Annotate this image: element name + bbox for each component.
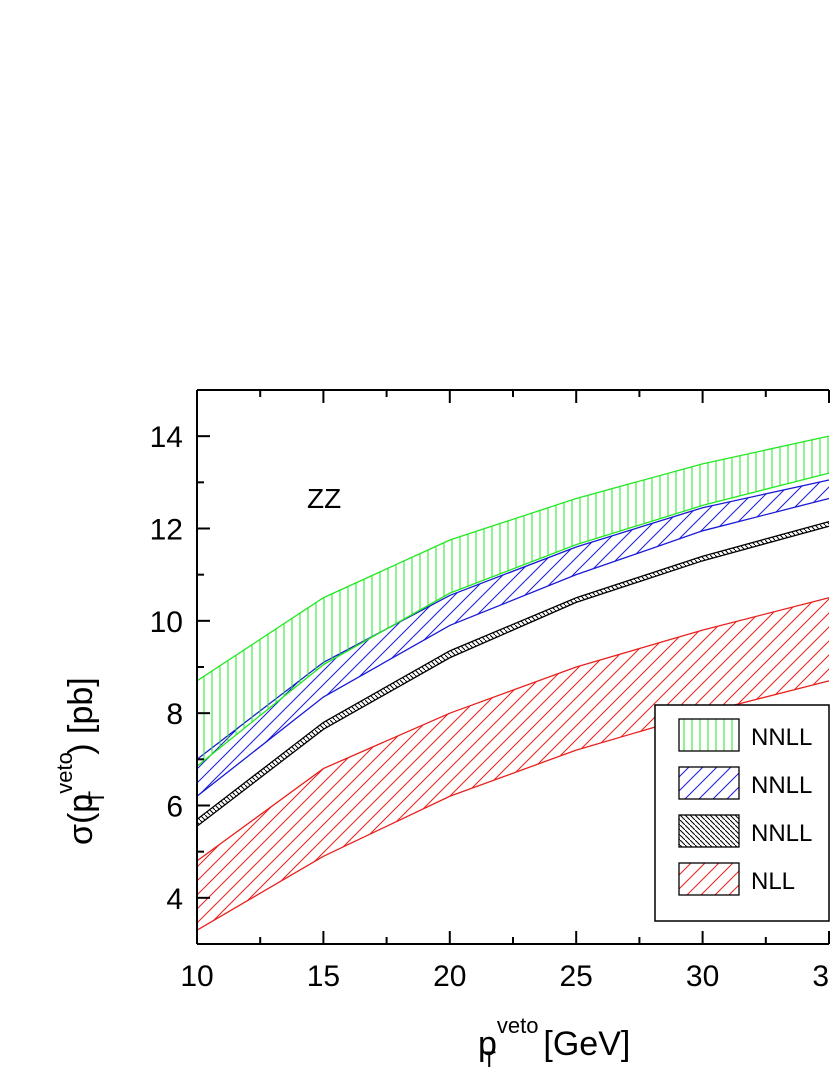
legend-swatch-3 [678, 862, 740, 896]
y-tick-label: 10 [150, 606, 183, 639]
band-upper-edge-1 [196, 520, 830, 820]
y-axis-title-prefix: σ(p [62, 794, 100, 845]
bands-layer [196, 435, 830, 931]
band-lower-edge-2 [196, 497, 830, 797]
legend-label-2: NNLL [751, 820, 812, 847]
y-tick-label: 12 [150, 514, 183, 547]
legend: NNLL NNLL NNLL NLL [654, 704, 830, 922]
legend-label-3: NLL [751, 868, 795, 895]
y-axis-title-suffix: ) [pb] [62, 677, 100, 754]
band-lower-edge-3 [196, 472, 830, 767]
legend-swatch-2 [678, 814, 740, 848]
band-upper-edge-0 [196, 597, 830, 862]
x-tick-label: 15 [307, 960, 340, 993]
x-axis-title-sup: veto [497, 1013, 539, 1038]
y-tick-label: 8 [166, 698, 183, 731]
band-lower-edge-1 [196, 525, 830, 827]
band-fill-2 [197, 480, 829, 797]
x-tick-label: 10 [180, 960, 213, 993]
y-axis-title-sub: T [84, 791, 109, 804]
x-tick-label: 25 [560, 960, 593, 993]
x-tick-label: 35 [812, 960, 830, 993]
legend-label-1: NNLL [751, 772, 812, 799]
annotation-label: ZZ [307, 483, 341, 514]
y-tick-label: 6 [166, 791, 183, 824]
x-axis-title-base: p [478, 1025, 497, 1063]
legend-swatch-1 [678, 766, 740, 800]
x-tick-label: 20 [433, 960, 466, 993]
y-axis-title: σ(pveto T ) [pb] [52, 677, 109, 845]
ticks-layer: 10 15 20 25 30 35 4 6 8 10 12 14 [150, 389, 830, 993]
band-upper-edge-3 [196, 435, 830, 682]
band-fill-3 [197, 436, 829, 767]
x-axis-title-unit: [GeV] [534, 1025, 630, 1063]
y-axis-title-sup: veto [52, 752, 77, 794]
legend-label-0: NNLL [751, 724, 812, 751]
x-tick-label: 30 [686, 960, 719, 993]
band-fill-0 [197, 597, 829, 931]
legend-swatch-0 [678, 718, 740, 752]
y-tick-label: 4 [166, 883, 183, 916]
x-axis-title: pveto T [GeV] [478, 1013, 630, 1072]
x-axis-title-sub: T [483, 1047, 496, 1072]
y-tick-label: 14 [150, 421, 183, 454]
